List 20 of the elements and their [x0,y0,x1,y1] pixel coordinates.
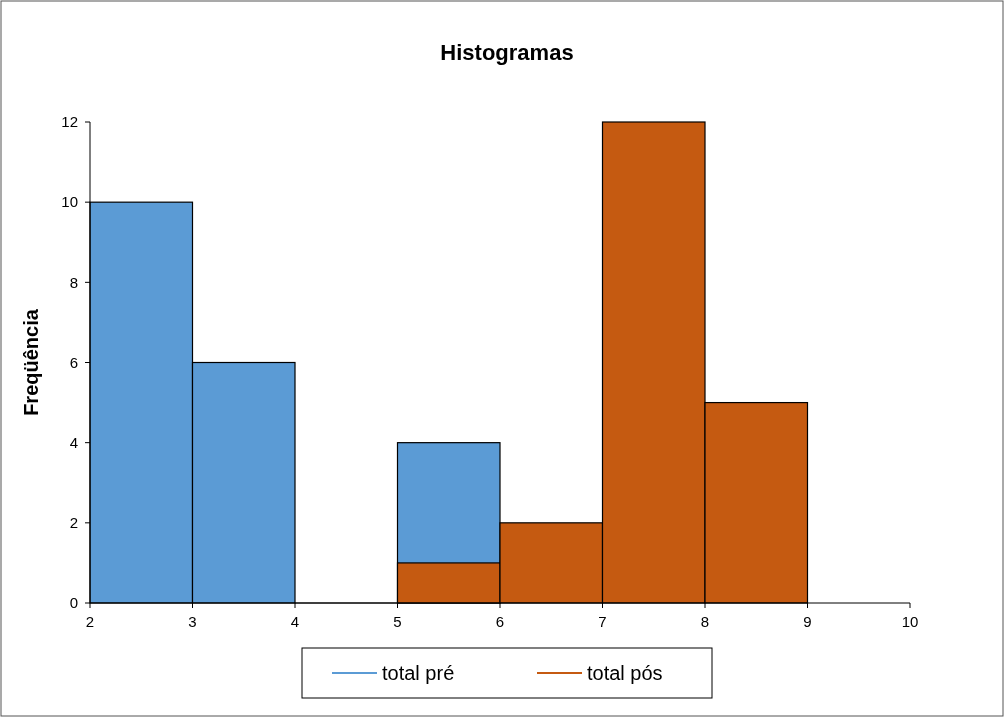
y-tick-label: 8 [69,273,78,291]
y-tick-label: 6 [69,353,78,371]
x-tick-label: 10 [901,613,919,630]
legend-label: total pós [587,662,663,684]
y-axis-title: Freqüência [20,308,42,416]
x-tick-label: 3 [188,613,197,630]
y-tick-label: 12 [61,113,78,131]
legend-label: total pré [382,662,455,684]
y-tick-label: 4 [69,433,78,451]
x-tick-label: 9 [803,613,812,630]
chart-title: Histogramas [440,40,574,65]
x-tick-label: 8 [700,613,710,630]
y-tick-label: 0 [69,594,78,612]
x-tick-label: 5 [393,613,402,630]
x-tick-label: 6 [495,613,505,630]
y-tick-label: 2 [69,514,78,532]
y-tick-label: 10 [61,193,78,211]
x-tick-label: 7 [598,613,607,630]
x-tick-label: 2 [85,613,95,630]
x-tick-label: 4 [290,613,300,630]
